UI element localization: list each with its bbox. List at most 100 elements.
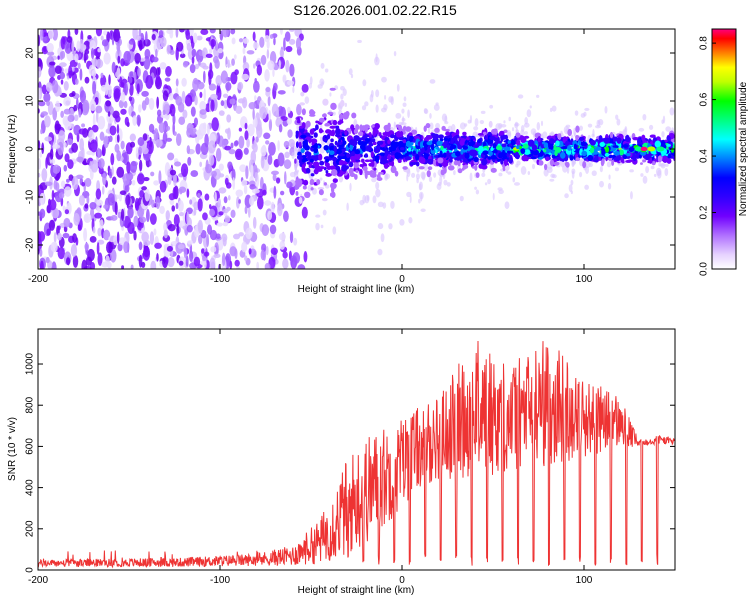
spectrogram-cell xyxy=(55,100,61,113)
spectrogram-cell xyxy=(301,83,309,93)
spectrogram-cell xyxy=(273,185,277,199)
spectrogram-cell xyxy=(241,179,248,187)
spectrogram-cell xyxy=(133,215,139,227)
spectrogram-cell xyxy=(200,229,207,239)
spectrogram-cell xyxy=(378,171,384,175)
spectrogram-cell xyxy=(48,199,57,211)
spectrogram-cell xyxy=(108,235,117,243)
spectrogram-cell xyxy=(388,223,393,230)
spectrogram-cell xyxy=(353,128,359,135)
spectrogram-cell xyxy=(559,151,566,159)
spectrogram-cell xyxy=(141,186,148,191)
spectrogram-cell xyxy=(217,47,224,54)
spectrogram-cell xyxy=(263,132,271,140)
spectrogram-cell xyxy=(89,39,96,52)
spectrogram-cell xyxy=(529,105,532,109)
spectrogram-cell xyxy=(598,119,604,126)
spectrogram-cell xyxy=(260,154,265,169)
spectrogram-cell xyxy=(39,152,43,158)
spectrogram-cell xyxy=(426,170,431,178)
spectrogram-cell xyxy=(437,157,444,164)
spectrogram-cell xyxy=(503,129,508,134)
spectrogram-cell xyxy=(52,164,61,174)
spectrogram-cell xyxy=(585,165,590,174)
spectrogram-cell xyxy=(238,199,241,204)
spectrogram-cell xyxy=(440,145,444,151)
spectrogram-cell xyxy=(256,64,262,76)
spectrogram-cell xyxy=(162,109,166,115)
spectrogram-cell xyxy=(325,170,329,174)
spectrogram-cell xyxy=(211,117,219,132)
spectrogram-cell xyxy=(57,55,60,60)
spectrogram-cell xyxy=(155,139,163,148)
spectrogram-cell xyxy=(204,193,210,201)
spectrogram-cell xyxy=(264,262,271,269)
spectrogram-cell xyxy=(296,119,301,124)
spectrogram-cell xyxy=(75,174,84,180)
spectrogram-cell xyxy=(241,241,248,253)
spectrogram-cell xyxy=(492,143,497,149)
spectrogram-cell xyxy=(411,172,416,178)
spectrogram-cell xyxy=(63,108,71,115)
spectrogram-cell xyxy=(89,236,97,243)
spectrogram-cell xyxy=(250,150,257,164)
spectrogram-cell xyxy=(159,62,167,70)
spectrogram-cell xyxy=(357,39,362,44)
spectrogram-cell xyxy=(538,160,544,166)
spectrogram-cell xyxy=(513,182,520,186)
spectrogram-cell xyxy=(46,100,51,107)
spectrogram-cell xyxy=(325,129,332,134)
spectrogram-cell xyxy=(144,48,151,59)
spectrogram-cell xyxy=(267,95,271,107)
spectrogram-cell xyxy=(361,125,366,132)
spectrogram-cell xyxy=(477,138,482,144)
spectrogram-cell xyxy=(329,87,336,91)
spectrogram-cell xyxy=(616,118,621,126)
spectrogram-cell xyxy=(337,120,344,124)
spectrogram-cell xyxy=(337,141,343,145)
spectrogram-cell xyxy=(234,148,243,160)
spectrogram-cell xyxy=(584,107,590,111)
spectrogram-cell xyxy=(297,264,306,269)
spectrogram-cell xyxy=(329,125,336,129)
spectrogram-cell xyxy=(662,115,666,124)
spectrogram-cell xyxy=(332,178,338,184)
spectrogram-cell xyxy=(418,183,422,191)
spectrogram-cell xyxy=(168,193,176,201)
spectrogram-cell xyxy=(384,125,391,132)
spectrogram-cell xyxy=(129,141,136,148)
spectrogram-cell xyxy=(95,105,103,114)
spectrogram-cell xyxy=(473,126,479,131)
spectrogram-cell xyxy=(330,168,338,177)
spectrogram-cell xyxy=(239,164,247,173)
spectrogram-cell xyxy=(419,141,424,149)
spectrogram-cell xyxy=(437,153,444,158)
spectrogram-cell xyxy=(248,196,255,206)
spectrogram-cell xyxy=(453,160,459,166)
spectrogram-cell xyxy=(175,78,179,87)
spectrogram-cell xyxy=(569,154,574,161)
spectrogram-cell xyxy=(329,192,334,197)
spectrogram-cell xyxy=(128,96,133,102)
spectrogram-x-tick-label: 100 xyxy=(576,274,593,285)
spectrogram-cell xyxy=(113,29,121,42)
spectrogram-cell xyxy=(155,73,161,87)
spectrogram-cell xyxy=(63,96,72,107)
spectrogram-cell xyxy=(548,138,555,144)
spectrogram-cell xyxy=(642,175,648,184)
spectrogram-x-tick-label: -100 xyxy=(210,274,230,285)
spectrogram-cell xyxy=(319,177,323,181)
spectrogram-cell xyxy=(252,143,258,153)
spectrogram-cell xyxy=(178,29,185,33)
spectrogram-cell xyxy=(84,76,90,84)
spectrogram-cell xyxy=(213,253,221,259)
spectrogram-cell xyxy=(343,161,348,165)
spectrogram-cell xyxy=(670,155,675,159)
spectrogram-cell xyxy=(106,31,110,43)
spectrogram-cell xyxy=(222,236,227,247)
spectrogram-cell xyxy=(290,255,298,269)
spectrogram-cell xyxy=(194,95,198,106)
spectrogram-cell xyxy=(196,81,205,90)
spectrogram-cell xyxy=(609,131,614,139)
